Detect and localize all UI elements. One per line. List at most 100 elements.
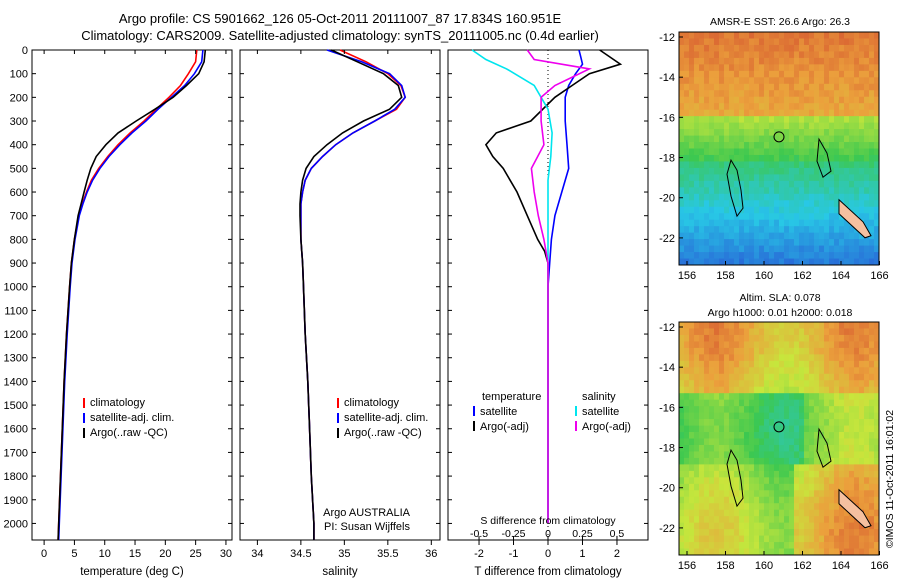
map-cell <box>874 542 880 549</box>
map-cell <box>759 457 765 465</box>
map-cell <box>694 516 700 524</box>
salinity-panel-frame <box>239 49 441 541</box>
map-cell <box>769 219 775 227</box>
map-cell <box>679 503 685 511</box>
map-cell <box>854 380 860 388</box>
map-cell <box>694 135 700 143</box>
map-cell <box>744 57 750 65</box>
map-cell <box>764 334 770 342</box>
map-cell <box>829 328 835 336</box>
map-cell <box>854 57 860 65</box>
depth-tick-label: 800 <box>10 234 28 246</box>
map-cell <box>784 451 790 459</box>
map-cell <box>824 200 830 208</box>
map-cell <box>744 161 750 169</box>
map-cell <box>724 535 730 543</box>
map-cell <box>849 187 855 195</box>
map-cell <box>764 522 770 530</box>
map-cell <box>799 464 805 472</box>
map-cell <box>719 96 725 104</box>
map-cell <box>814 83 820 91</box>
map-cell <box>819 535 825 543</box>
map-cell <box>779 483 785 491</box>
map-cell <box>744 90 750 98</box>
map-cell <box>779 438 785 446</box>
map-cell <box>754 386 760 394</box>
map-cell <box>774 477 780 485</box>
map-cell <box>844 252 850 259</box>
map-cell <box>739 522 745 530</box>
map-cell <box>724 232 730 240</box>
map-cell <box>759 334 765 342</box>
map-cell <box>809 490 815 498</box>
map-cell <box>859 109 865 117</box>
t-difference-label: T difference from climatology <box>474 566 621 578</box>
map-cell <box>749 438 755 446</box>
map-cell <box>714 457 720 465</box>
map-cell <box>844 477 850 485</box>
map-cell <box>774 483 780 491</box>
map-cell <box>829 44 835 52</box>
map-cell <box>699 83 705 91</box>
map-cell <box>724 83 730 91</box>
map-cell <box>829 477 835 485</box>
map-cell <box>764 483 770 491</box>
map-cell <box>759 187 765 195</box>
map-cell <box>774 496 780 504</box>
map-cell <box>739 373 745 381</box>
map-cell <box>784 373 790 381</box>
map-cell <box>694 161 700 169</box>
map-cell <box>794 90 800 98</box>
map-cell <box>719 51 725 59</box>
map-cell <box>779 206 785 214</box>
map-cell <box>734 490 740 498</box>
map-cell <box>699 503 705 511</box>
map-cell <box>684 148 690 156</box>
depth-tick-label: 1400 <box>4 376 28 388</box>
map-cell <box>864 154 870 162</box>
map-cell <box>704 470 710 478</box>
map-cell <box>779 135 785 143</box>
map-cell <box>844 122 850 130</box>
map-cell <box>809 232 815 240</box>
map-cell <box>804 354 810 362</box>
map-cell <box>859 542 865 549</box>
map-cell <box>739 360 745 368</box>
map-cell <box>769 334 775 342</box>
map-cell <box>809 516 815 524</box>
map-cell <box>804 535 810 543</box>
map-cell <box>704 386 710 394</box>
map-cell <box>814 354 820 362</box>
map-cell <box>719 174 725 182</box>
map-cell <box>839 529 845 536</box>
map-cell <box>769 516 775 524</box>
map-cell <box>704 496 710 504</box>
map-cell <box>824 44 830 52</box>
map-cell <box>794 328 800 336</box>
map-cell <box>679 51 685 59</box>
map-cell <box>769 258 775 266</box>
map-cell <box>714 386 720 394</box>
map-cell <box>864 116 870 124</box>
map-cell <box>799 328 805 336</box>
map-cell <box>699 509 705 517</box>
map-cell <box>754 57 760 65</box>
map-cell <box>784 490 790 498</box>
map-cell <box>809 129 815 136</box>
map-cell <box>824 341 830 349</box>
map-cell <box>829 399 835 407</box>
map-cell <box>789 542 795 549</box>
map-cell <box>684 438 690 446</box>
map-cell <box>784 213 790 221</box>
map-cell <box>754 239 760 246</box>
map-cell <box>684 529 690 536</box>
map-cell <box>724 64 730 72</box>
map-cell <box>804 457 810 465</box>
map-cell <box>694 239 700 246</box>
map-cell <box>759 38 765 46</box>
map-cell <box>809 116 815 124</box>
map-cell <box>804 64 810 72</box>
map-cell <box>744 258 750 266</box>
map-cell <box>819 470 825 478</box>
depth-tick-label: 300 <box>10 116 28 128</box>
